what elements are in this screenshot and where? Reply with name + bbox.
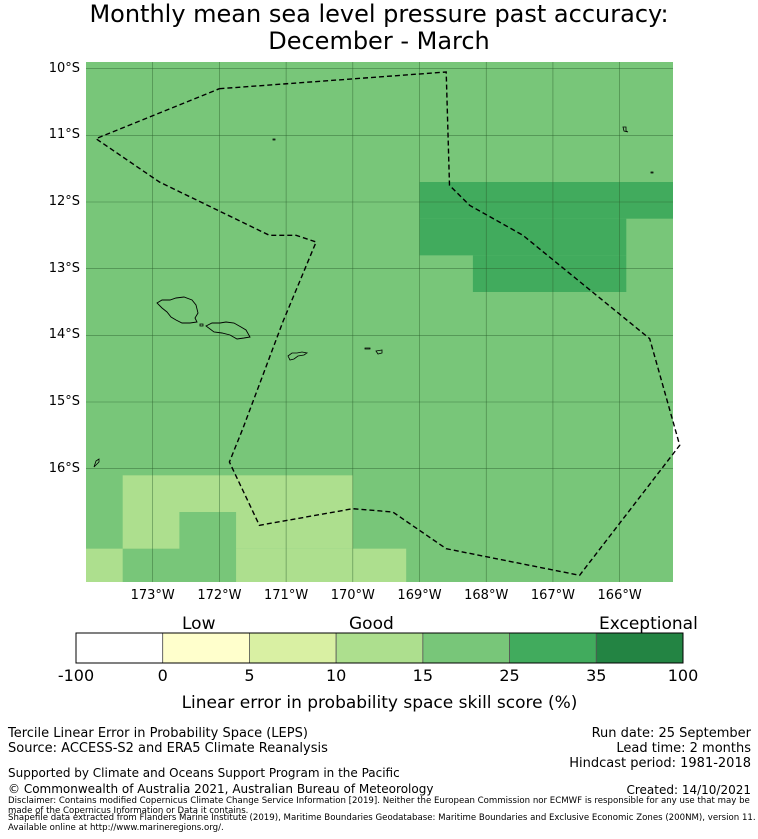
lon-label: 168°W [464,588,509,603]
footer-supported-by: Supported by Climate and Oceans Support … [8,766,400,780]
island-ofu [364,347,371,350]
island-dot-east [650,171,654,174]
skill-region-good-block-left [122,512,180,549]
island-atafu [622,126,629,133]
skill-region-exceptional-block-north [419,182,673,219]
colorbar-word-good: Good [349,614,394,634]
colorbar-tick: 25 [499,666,520,685]
lon-label: 166°W [597,588,642,603]
islands [93,126,654,468]
skill-regions [86,182,673,582]
chart-title-line-2: December - March [268,27,490,55]
colorbar-tick: -100 [57,666,95,685]
island-savaii [156,296,199,324]
lon-label: 171°W [264,588,309,603]
colorbar-tick: 5 [244,666,255,685]
lat-label: 12°S [48,194,80,209]
colorbar-label: Linear error in probability space skill … [181,693,578,713]
colorbar-segment [249,632,337,664]
colorbar-segment [509,632,597,664]
footer-created: Created: 14/10/2021 [626,783,751,797]
footer-lead-time: Lead time: 2 months [616,741,751,756]
colorbar-tick: 15 [412,666,434,685]
colorbar-tick: 10 [325,666,347,685]
footer-copyright: © Commonwealth of Australia 2021, Austra… [8,782,434,796]
colorbar-tick: 0 [157,666,168,685]
footer-run-date: Run date: 25 September [591,726,751,741]
chart-title-line-1: Monthly mean sea level pressure past acc… [89,0,669,28]
colorbar [75,632,684,664]
lon-label: 167°W [530,588,575,603]
lon-label: 169°W [397,588,442,603]
colorbar-segment [335,632,424,664]
lon-label: 173°W [130,588,175,603]
footer-shapefile-credit: Shapefile data extracted from Flanders M… [8,813,756,833]
lon-label: 170°W [330,588,375,603]
island-tau [375,349,383,355]
lon-label: 172°W [197,588,242,603]
colorbar-outline [75,632,684,664]
colorbar-word-low: Low [182,614,216,634]
footer-product: Tercile Linear Error in Probability Spac… [8,726,308,741]
island-apolima [199,323,204,327]
skill-region-exceptional-block-west [419,218,627,256]
colorbar-tick: 35 [586,666,607,685]
lat-label: 13°S [48,260,80,276]
lat-label: 16°S [48,460,80,476]
lat-label: 15°S [48,394,80,409]
colorbar-segment [162,632,250,664]
island-tutuila [287,351,309,361]
colorbar-segment [422,632,510,664]
lat-label: 10°S [48,60,80,76]
island-swains [272,138,276,141]
colorbar-word-exceptional: Exceptional [599,614,698,634]
lat-label: 11°S [48,127,80,143]
footer-source: Source: ACCESS-S2 and ERA5 Climate Reana… [8,741,328,756]
skill-region-exceptional-block-south [472,255,627,292]
lat-label: 14°S [48,327,80,343]
footer-disclaimer: Disclaimer: Contains modified Copernicus… [8,796,750,816]
colorbar-tick: 100 [667,666,699,685]
skill-region-good-block-bottom-left [86,548,123,582]
footer-hindcast-period: Hindcast period: 1981-2018 [569,756,751,771]
colorbar-segment [595,632,684,664]
skill-region-good-block-right [236,512,353,549]
skill-region-good-block-bottom-right [236,548,407,582]
island-upolu [205,321,251,340]
skill-region-good-block-top [122,475,353,512]
colorbar-segment [75,632,164,664]
graticule [86,62,673,582]
island-wallis-west [93,458,100,468]
